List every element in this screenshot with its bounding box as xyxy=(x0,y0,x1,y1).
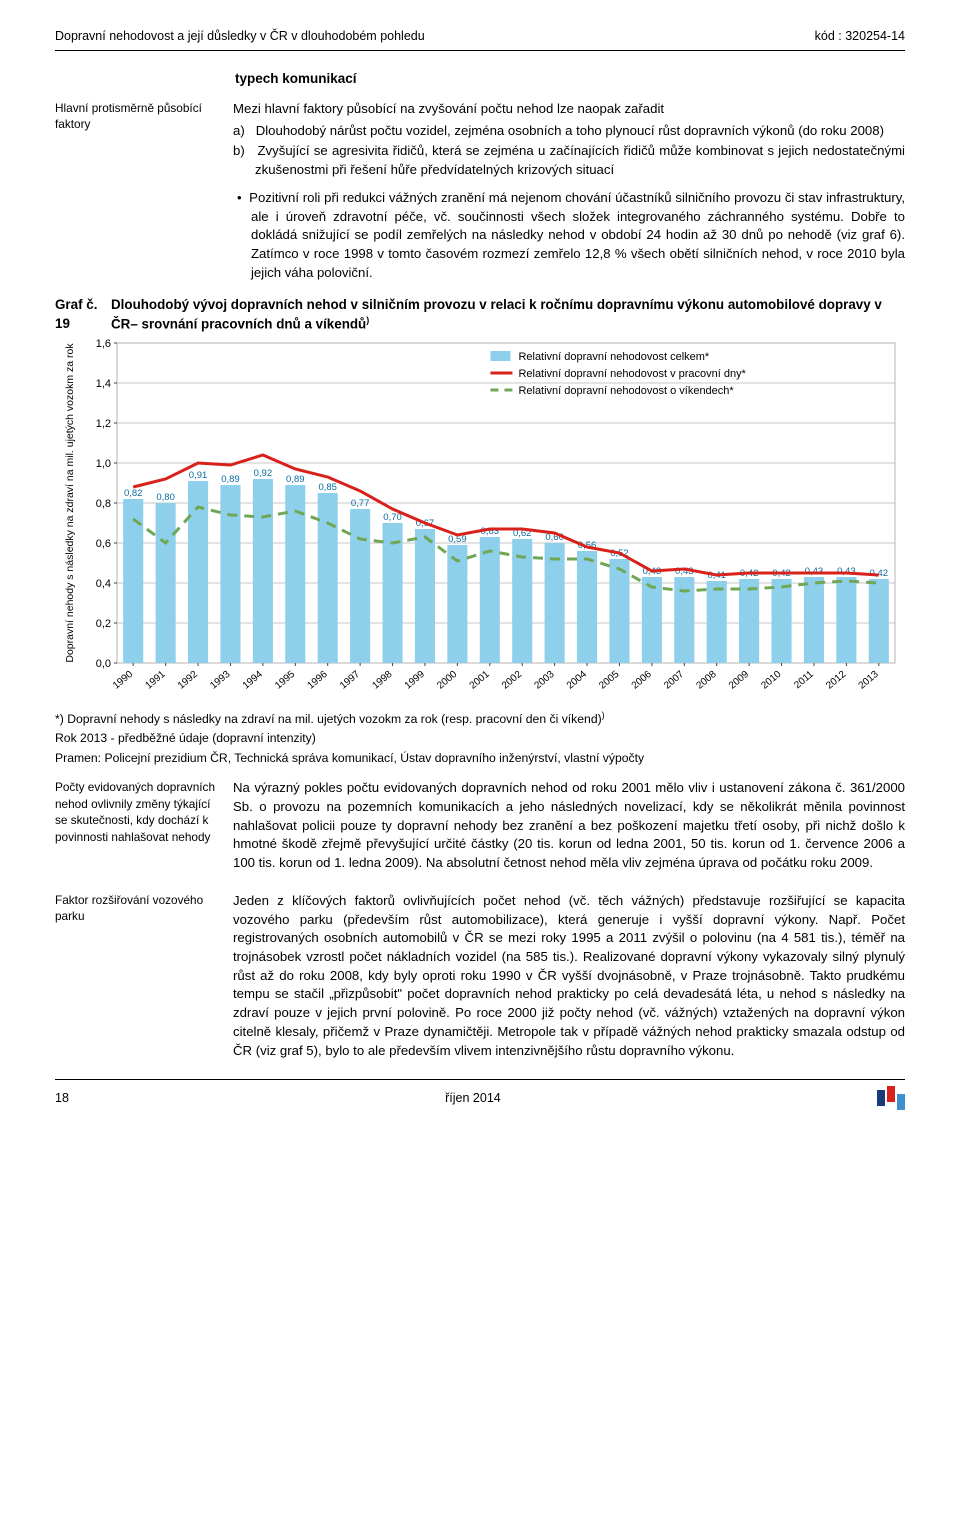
svg-text:0,70: 0,70 xyxy=(383,512,402,523)
svg-text:1998: 1998 xyxy=(370,669,394,692)
svg-text:0,8: 0,8 xyxy=(96,498,111,510)
svg-text:2002: 2002 xyxy=(500,669,524,692)
body-col-1: Mezi hlavní faktory působící na zvyšován… xyxy=(233,100,905,283)
block-3: Faktor rozšiřování vozového parku Jeden … xyxy=(55,892,905,1070)
note-source: Pramen: Policejní prezidium ČR, Technick… xyxy=(55,750,905,767)
svg-text:1,4: 1,4 xyxy=(96,378,111,390)
svg-text:2008: 2008 xyxy=(695,669,719,692)
rule xyxy=(55,50,905,51)
svg-text:0,92: 0,92 xyxy=(254,468,273,479)
svg-text:2007: 2007 xyxy=(662,669,686,692)
svg-text:2005: 2005 xyxy=(597,669,621,692)
footer: 18 říjen 2014 xyxy=(55,1079,905,1110)
page-number: 18 xyxy=(55,1090,69,1108)
svg-text:Relativní dopravní nehodovost: Relativní dopravní nehodovost o víkendec… xyxy=(518,385,734,397)
note-year: Rok 2013 - předběžné údaje (dopravní int… xyxy=(55,730,905,747)
svg-text:1997: 1997 xyxy=(338,669,362,692)
item-a: a) Dlouhodobý nárůst počtu vozidel, zejm… xyxy=(233,122,905,141)
svg-text:1996: 1996 xyxy=(306,669,330,692)
svg-text:2001: 2001 xyxy=(468,669,492,692)
body-col-3: Jeden z klíčových faktorů ovlivňujících … xyxy=(233,892,905,1070)
note-star: *) Dopravní nehody s následky na zdraví … xyxy=(55,709,905,728)
svg-text:1990: 1990 xyxy=(111,669,135,692)
item-b: b) Zvyšující se agresivita řidičů, která… xyxy=(233,142,905,179)
svg-text:2012: 2012 xyxy=(824,669,848,692)
svg-text:2003: 2003 xyxy=(532,669,556,692)
chart-title: Graf č. 19 Dlouhodobý vývoj dopravních n… xyxy=(55,295,905,334)
chart-svg: 0,0 0,2 0,4 0,6 0,8 1,0 1,2 1,4 1,6 0,82 1990 0,80 1… xyxy=(55,335,905,705)
svg-text:2013: 2013 xyxy=(857,669,881,692)
svg-text:0,0: 0,0 xyxy=(96,658,111,670)
svg-text:0,91: 0,91 xyxy=(189,470,208,481)
intro-line: Mezi hlavní faktory působící na zvyšován… xyxy=(233,100,905,119)
svg-text:0,77: 0,77 xyxy=(351,498,370,509)
svg-text:0,2: 0,2 xyxy=(96,618,111,630)
lettered-list: a) Dlouhodobý nárůst počtu vozidel, zejm… xyxy=(233,122,905,180)
para-2: Na výrazný pokles počtu evidovaných dopr… xyxy=(233,779,905,873)
svg-text:2009: 2009 xyxy=(727,669,751,692)
para-3: Jeden z klíčových faktorů ovlivňujících … xyxy=(233,892,905,1061)
svg-text:0,80: 0,80 xyxy=(156,492,175,503)
svg-text:2004: 2004 xyxy=(565,669,589,692)
svg-text:1991: 1991 xyxy=(143,669,167,692)
chart-caption: Dlouhodobý vývoj dopravních nehod v siln… xyxy=(111,295,905,334)
margin-note-1: Hlavní protisměrně působící faktory xyxy=(55,100,219,283)
svg-text:2010: 2010 xyxy=(759,669,783,692)
block-2: Počty evidovaných dopravních nehod ovliv… xyxy=(55,779,905,882)
chart: 0,0 0,2 0,4 0,6 0,8 1,0 1,2 1,4 1,6 0,82 1990 0,80 1… xyxy=(55,335,905,705)
margin-note-2: Počty evidovaných dopravních nehod ovliv… xyxy=(55,779,219,882)
svg-text:1,2: 1,2 xyxy=(96,418,111,430)
section-heading: typech komunikací xyxy=(235,69,905,88)
svg-text:1992: 1992 xyxy=(176,669,200,692)
margin-note-3: Faktor rozšiřování vozového parku xyxy=(55,892,219,1070)
svg-text:1,6: 1,6 xyxy=(96,338,111,350)
body-col-2: Na výrazný pokles počtu evidovaných dopr… xyxy=(233,779,905,882)
doc-title-short: Dopravní nehodovost a její důsledky v ČR… xyxy=(55,28,425,46)
footer-date: říjen 2014 xyxy=(445,1090,501,1108)
svg-text:1,0: 1,0 xyxy=(96,458,111,470)
svg-text:Relativní dopravní nehodovost: Relativní dopravní nehodovost celkem* xyxy=(518,351,709,363)
svg-text:Relativní dopravní nehodovost: Relativní dopravní nehodovost v pracovní… xyxy=(518,368,746,380)
svg-text:1993: 1993 xyxy=(208,669,232,692)
svg-text:0,89: 0,89 xyxy=(221,474,240,485)
svg-text:0,4: 0,4 xyxy=(96,578,111,590)
svg-text:0,6: 0,6 xyxy=(96,538,111,550)
svg-text:0,85: 0,85 xyxy=(318,482,337,493)
svg-text:1994: 1994 xyxy=(241,669,265,692)
svg-text:2000: 2000 xyxy=(435,669,459,692)
doc-code: kód : 320254-14 xyxy=(815,28,905,46)
svg-text:0,82: 0,82 xyxy=(124,488,143,499)
logo-icon xyxy=(877,1086,905,1110)
svg-text:2011: 2011 xyxy=(792,669,816,692)
block-1: Hlavní protisměrně působící faktory Mezi… xyxy=(55,100,905,283)
svg-text:Dopravní nehody s následky na: Dopravní nehody s následky na zdraví na … xyxy=(64,343,76,663)
page-header: Dopravní nehodovost a její důsledky v ČR… xyxy=(55,28,905,46)
chart-num: Graf č. 19 xyxy=(55,295,111,334)
svg-text:1999: 1999 xyxy=(403,669,427,692)
svg-text:0,89: 0,89 xyxy=(286,474,305,485)
svg-text:1995: 1995 xyxy=(273,669,297,692)
bullet-1: • Pozitivní roli při redukci vážných zra… xyxy=(233,189,905,283)
svg-text:2006: 2006 xyxy=(630,669,654,692)
